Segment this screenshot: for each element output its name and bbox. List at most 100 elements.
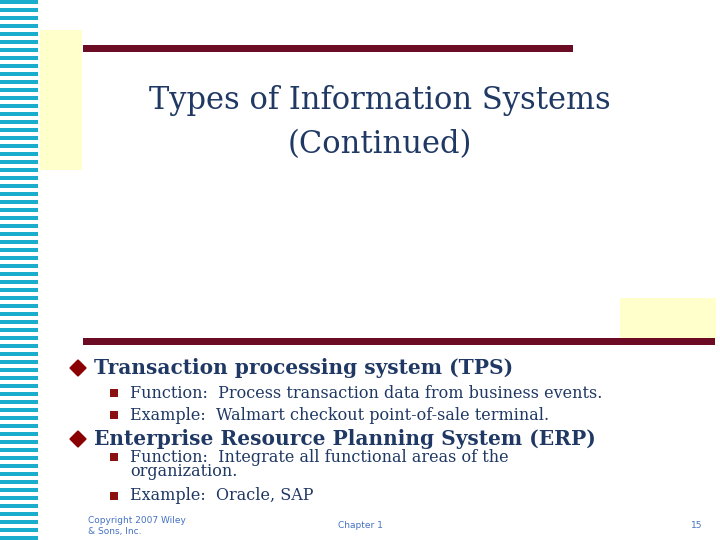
Bar [0, 440, 38, 444]
Bar [0, 420, 38, 424]
Bar [0, 320, 38, 324]
Bar [0, 144, 38, 148]
Bar [0, 476, 38, 480]
Text: 15: 15 [690, 522, 702, 530]
Bar [0, 156, 38, 160]
Bar [0, 304, 38, 308]
Bar [0, 68, 38, 72]
Polygon shape [70, 431, 86, 447]
Bar [0, 400, 38, 404]
Bar [0, 84, 38, 88]
Text: Types of Information Systems: Types of Information Systems [149, 84, 611, 116]
Bar [0, 276, 38, 280]
Bar [0, 124, 38, 128]
Bar [0, 252, 38, 256]
Bar [0, 524, 38, 528]
Bar [0, 348, 38, 352]
Bar [0, 376, 38, 380]
Bar [0, 268, 38, 272]
Text: Function:  Process transaction data from business events.: Function: Process transaction data from … [130, 384, 603, 402]
Bar [0, 248, 38, 252]
Bar [0, 40, 38, 44]
Bar [0, 16, 38, 20]
Text: Example:  Walmart checkout point-of-sale terminal.: Example: Walmart checkout point-of-sale … [130, 407, 549, 423]
Bar [0, 260, 38, 264]
Text: Enterprise Resource Planning System (ERP): Enterprise Resource Planning System (ERP… [94, 429, 595, 449]
Bar [0, 484, 38, 488]
Bar [0, 316, 38, 320]
Bar [0, 428, 38, 432]
Bar [0, 160, 38, 164]
Bar [0, 480, 38, 484]
Bar [110, 492, 118, 500]
Bar [0, 468, 38, 472]
Bar [0, 340, 38, 344]
Bar [0, 396, 38, 400]
Bar [0, 536, 38, 540]
Bar [0, 168, 38, 172]
Bar [0, 92, 38, 96]
Bar [0, 36, 38, 40]
Bar [0, 28, 38, 32]
Bar [0, 180, 38, 184]
Bar [0, 24, 38, 28]
Bar [0, 352, 38, 356]
Bar [0, 4, 38, 8]
Text: Copyright 2007 Wiley
& Sons, Inc.: Copyright 2007 Wiley & Sons, Inc. [88, 516, 186, 536]
Bar [0, 472, 38, 476]
Bar [0, 64, 38, 68]
Bar [0, 380, 38, 384]
Bar [0, 204, 38, 208]
Bar [0, 528, 38, 532]
Bar [0, 424, 38, 428]
Text: Example:  Oracle, SAP: Example: Oracle, SAP [130, 488, 313, 504]
Bar [0, 220, 38, 224]
Bar [0, 44, 38, 48]
Bar [0, 360, 38, 364]
Bar [0, 288, 38, 292]
Bar [0, 392, 38, 396]
Bar [0, 328, 38, 332]
Bar [0, 300, 38, 304]
Bar [0, 76, 38, 80]
Bar [110, 453, 118, 461]
Bar [0, 172, 38, 176]
Bar [0, 364, 38, 368]
Bar [0, 184, 38, 188]
Text: Chapter 1: Chapter 1 [338, 522, 382, 530]
Bar [0, 384, 38, 388]
Bar [0, 56, 38, 60]
Bar [0, 404, 38, 408]
Bar [0, 296, 38, 300]
Bar [0, 516, 38, 520]
Bar [0, 12, 38, 16]
Bar [0, 132, 38, 136]
Bar [0, 284, 38, 288]
Bar [0, 140, 38, 144]
Bar [0, 264, 38, 268]
Bar [0, 164, 38, 168]
Bar [0, 60, 38, 64]
Bar [0, 368, 38, 372]
Bar [0, 324, 38, 328]
Bar [0, 372, 38, 376]
Bar [0, 488, 38, 492]
Text: organization.: organization. [130, 463, 238, 481]
Bar [40, 30, 82, 170]
Bar [0, 212, 38, 216]
Text: Function:  Integrate all functional areas of the: Function: Integrate all functional areas… [130, 449, 508, 465]
Bar [0, 520, 38, 524]
Text: (Continued): (Continued) [288, 130, 472, 160]
Bar [0, 52, 38, 56]
Bar [0, 436, 38, 440]
Bar [0, 432, 38, 436]
Bar [0, 496, 38, 500]
Bar [0, 240, 38, 244]
Bar [0, 196, 38, 200]
Bar [0, 456, 38, 460]
Bar [0, 256, 38, 260]
Bar [0, 108, 38, 112]
Bar [0, 448, 38, 452]
Bar [0, 32, 38, 36]
Bar [620, 298, 716, 340]
